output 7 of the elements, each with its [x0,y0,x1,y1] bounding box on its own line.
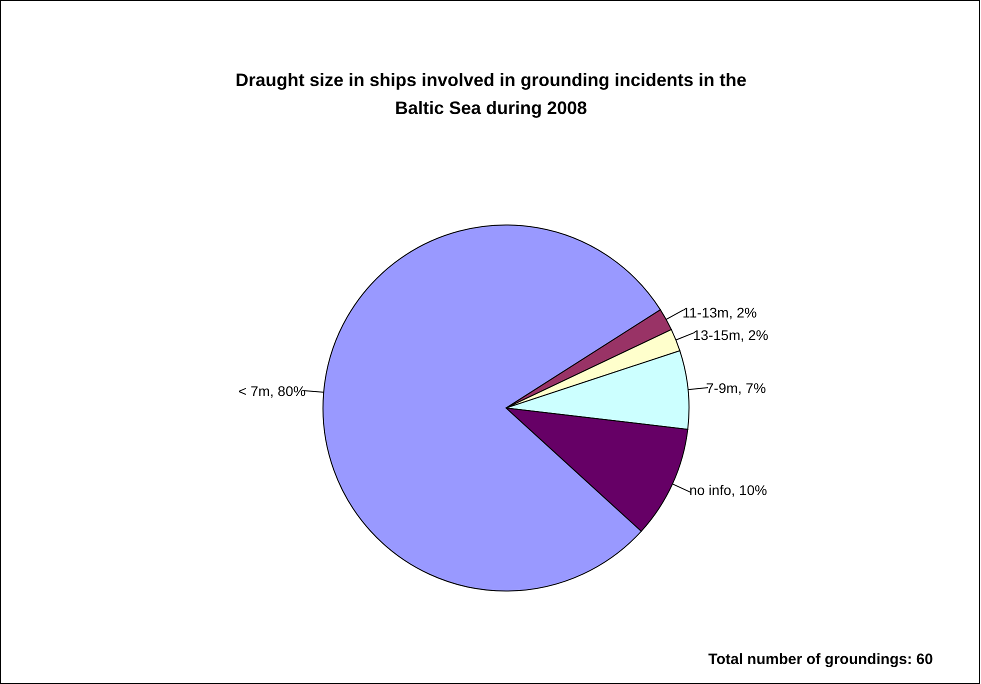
slice-label: 13-15m, 2% [692,326,768,343]
slice-label: no info, 10% [689,482,768,498]
chart-title: Draught size in ships involved in grounding incidents in the Baltic Sea during 2008 [234,69,748,120]
slice-label: 7-9m, 7% [706,380,766,396]
slice-label: 11-13m, 2% [682,304,757,321]
slice-label: < 7m, 80% [238,383,306,400]
text: Total number of groundings: 60 [708,651,933,668]
